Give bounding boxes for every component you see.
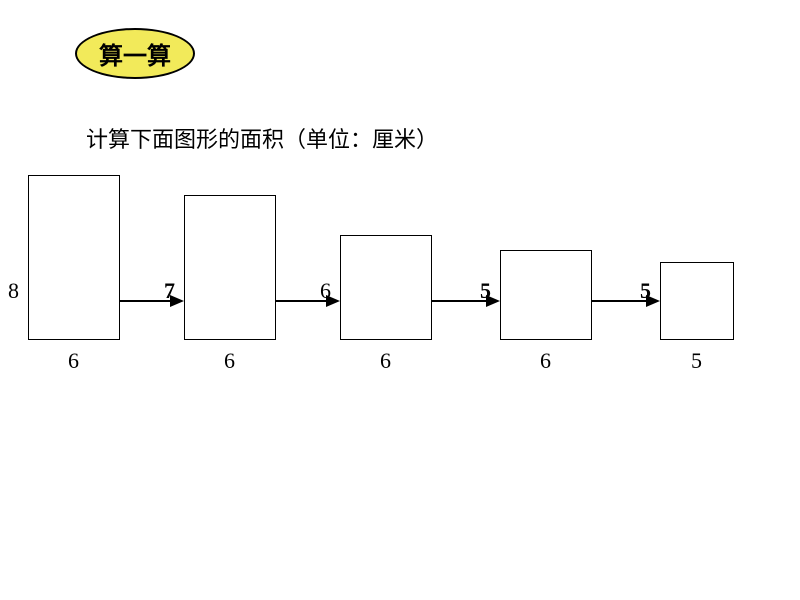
bottom-dimension-label: 6 <box>224 348 235 374</box>
bottom-dimension-label: 6 <box>540 348 551 374</box>
bottom-dimension-label: 6 <box>68 348 79 374</box>
shape-rect <box>184 195 276 340</box>
arrow-line <box>120 300 170 302</box>
instruction-text: 计算下面图形的面积（单位：厘米） <box>86 122 438 154</box>
shape-rect <box>340 235 432 340</box>
arrow-head-icon <box>170 295 184 307</box>
arrow-head-icon <box>326 295 340 307</box>
arrow-line <box>432 300 486 302</box>
bottom-dimension-label: 5 <box>691 348 702 374</box>
shape-rect <box>660 262 734 340</box>
arrow-line <box>592 300 646 302</box>
shape-rect <box>500 250 592 340</box>
arrow-line <box>276 300 326 302</box>
side-dimension-label: 8 <box>8 278 19 304</box>
title-badge-text: 算一算 <box>99 44 171 70</box>
shape-rect <box>28 175 120 340</box>
bottom-dimension-label: 6 <box>380 348 391 374</box>
title-badge: 算一算 <box>75 28 195 79</box>
arrow-head-icon <box>486 295 500 307</box>
arrow-head-icon <box>646 295 660 307</box>
